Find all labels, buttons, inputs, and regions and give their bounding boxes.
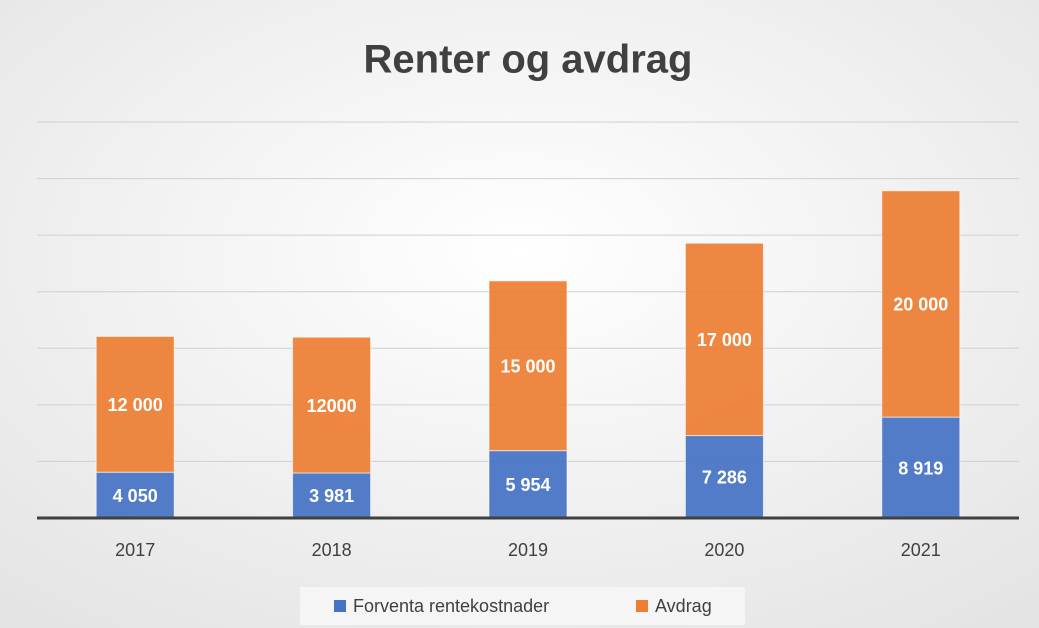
data-label: 15 000 — [500, 357, 555, 377]
bar-segment — [488, 280, 568, 452]
legend-label: Avdrag — [655, 596, 712, 616]
chart-title: Renter og avdrag — [364, 38, 693, 82]
legend-swatch — [334, 600, 346, 612]
data-label: 17 000 — [697, 330, 752, 350]
data-label: 12 000 — [108, 395, 163, 415]
bar-segment — [95, 471, 175, 519]
data-label: 8 919 — [898, 458, 943, 478]
x-tick-label: 2019 — [508, 540, 548, 560]
bar-segment — [881, 190, 961, 418]
bar-segment — [684, 435, 764, 519]
x-tick-label: 2020 — [704, 540, 744, 560]
bar-segment — [881, 416, 961, 519]
bar-segment — [292, 336, 372, 474]
bar-segment — [292, 472, 372, 519]
data-label: 7 286 — [702, 468, 747, 488]
data-label: 20 000 — [893, 295, 948, 315]
data-label: 3 981 — [309, 486, 354, 506]
bar-segment — [488, 450, 568, 519]
data-label: 4 050 — [113, 486, 158, 506]
data-label: 5 954 — [505, 475, 550, 495]
legend-label: Forventa rentekostnader — [353, 596, 549, 616]
legend-swatch — [636, 600, 648, 612]
bar-segment — [95, 335, 175, 473]
data-label: 12000 — [307, 396, 357, 416]
bar-segment — [684, 242, 764, 437]
x-tick-label: 2021 — [901, 540, 941, 560]
x-tick-label: 2017 — [115, 540, 155, 560]
x-tick-label: 2018 — [312, 540, 352, 560]
legend-box — [300, 587, 745, 625]
